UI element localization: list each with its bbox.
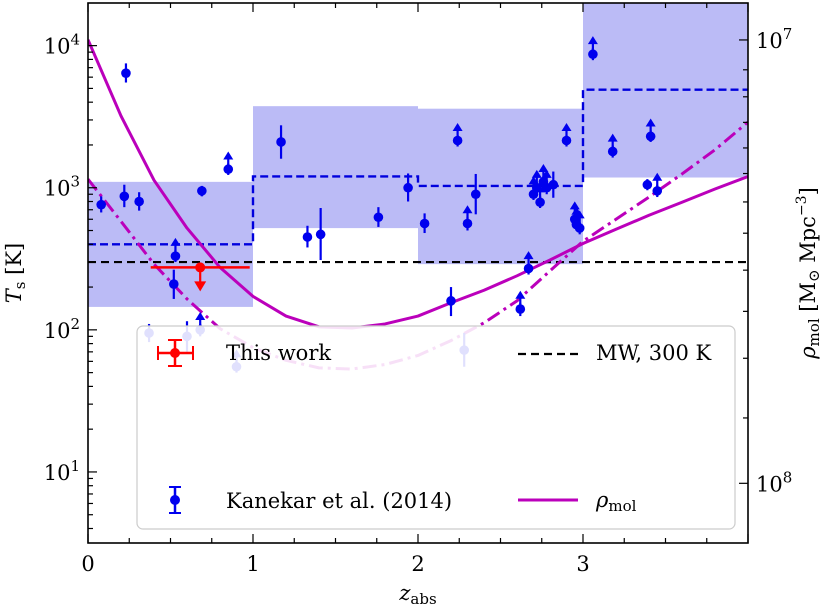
point-kanekar-35 (574, 210, 585, 235)
y-tick-label: 101 (44, 457, 80, 485)
legend-marker-kanekar (169, 486, 181, 514)
point-kanekar-36 (587, 36, 598, 61)
point-kanekar-10 (197, 185, 207, 197)
y-axis-label-left: Ts [K] (2, 243, 29, 303)
axis-ticks: 0 1 2 3 101 102 103 104 107 108 (44, 3, 792, 576)
point-kanekar-25 (523, 251, 534, 275)
x-tick-label: 1 (246, 552, 259, 576)
point-kanekar-16 (373, 207, 384, 227)
point-this-work (150, 262, 250, 292)
y-tick-label: 103 (44, 173, 80, 201)
point-kanekar-2 (119, 184, 130, 208)
legend-label-mw: MW, 300 K (596, 341, 712, 365)
point-kanekar-3 (121, 63, 131, 83)
legend-label-kanekar: Kanekar et al. (2014) (226, 489, 452, 513)
bin-band-2 (253, 106, 418, 229)
right-tick-label: 107 (756, 25, 792, 53)
y-axis-label-right: ρmol [M⊙ Mpc−3] (794, 187, 823, 360)
point-kanekar-4 (134, 192, 144, 211)
point-kanekar-7 (170, 237, 181, 263)
point-kanekar-1 (96, 196, 106, 213)
point-kanekar-15 (315, 208, 326, 261)
legend-box (136, 325, 736, 530)
bin-median-steps (88, 88, 748, 246)
point-kanekar-19 (446, 287, 456, 317)
y-tick-label: 102 (44, 315, 80, 343)
point-kanekar-11 (223, 151, 234, 175)
point-kanekar-38 (642, 179, 653, 191)
point-kanekar-24 (515, 290, 526, 317)
point-kanekar-20 (452, 123, 463, 147)
point-kanekar-37 (607, 133, 618, 158)
right-tick-label: 108 (756, 468, 792, 496)
legend: This work Kanekar et al. (2014) MW, 300 … (136, 325, 736, 530)
point-kanekar-22 (462, 205, 473, 231)
point-kanekar-13 (276, 125, 286, 159)
x-tick-label: 2 (411, 552, 424, 576)
point-kanekar-40 (652, 172, 663, 198)
point-kanekar-28 (535, 184, 546, 209)
x-axis-label: zabs (398, 581, 436, 607)
data-points (96, 36, 663, 373)
curve-rho-mol (88, 39, 748, 330)
point-kanekar-14 (302, 225, 313, 248)
point-kanekar-17 (403, 173, 413, 202)
y-tick-label: 104 (44, 31, 80, 59)
legend-label-rho: ρmol (595, 488, 637, 515)
x-tick-label: 0 (81, 552, 94, 576)
legend-label-this-work: This work (226, 341, 331, 365)
legend-marker-this-work (157, 339, 194, 367)
point-kanekar-31 (548, 171, 559, 198)
point-kanekar-18 (419, 213, 430, 234)
x-tick-label: 3 (576, 552, 589, 576)
point-kanekar-39 (645, 118, 656, 142)
point-kanekar-32 (561, 123, 572, 147)
point-kanekar-6 (169, 269, 179, 299)
point-kanekar-23 (470, 173, 481, 215)
